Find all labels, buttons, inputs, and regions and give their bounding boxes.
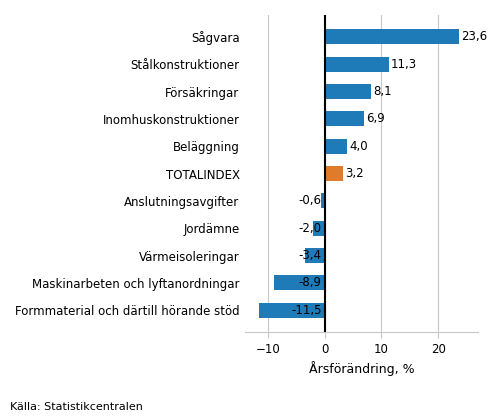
Text: 23,6: 23,6 xyxy=(461,30,487,43)
Text: -11,5: -11,5 xyxy=(291,304,322,317)
Bar xyxy=(274,275,325,290)
Text: -0,6: -0,6 xyxy=(299,194,322,207)
Bar xyxy=(259,303,325,318)
Bar xyxy=(325,84,371,99)
X-axis label: Årsförändring, %: Årsförändring, % xyxy=(309,361,415,376)
Bar xyxy=(314,220,325,236)
Text: -8,9: -8,9 xyxy=(299,276,322,290)
Text: 3,2: 3,2 xyxy=(345,167,364,180)
Bar xyxy=(305,248,325,263)
Text: -3,4: -3,4 xyxy=(299,249,322,262)
Text: 4,0: 4,0 xyxy=(350,140,368,153)
Text: -2,0: -2,0 xyxy=(299,222,322,235)
Bar xyxy=(325,166,343,181)
Bar xyxy=(325,57,389,72)
Bar xyxy=(325,111,364,126)
Text: 11,3: 11,3 xyxy=(391,58,417,71)
Text: 6,9: 6,9 xyxy=(366,112,385,125)
Bar xyxy=(325,30,458,45)
Text: Källa: Statistikcentralen: Källa: Statistikcentralen xyxy=(10,402,143,412)
Text: 8,1: 8,1 xyxy=(373,85,391,98)
Bar xyxy=(325,139,348,154)
Bar xyxy=(321,193,325,208)
